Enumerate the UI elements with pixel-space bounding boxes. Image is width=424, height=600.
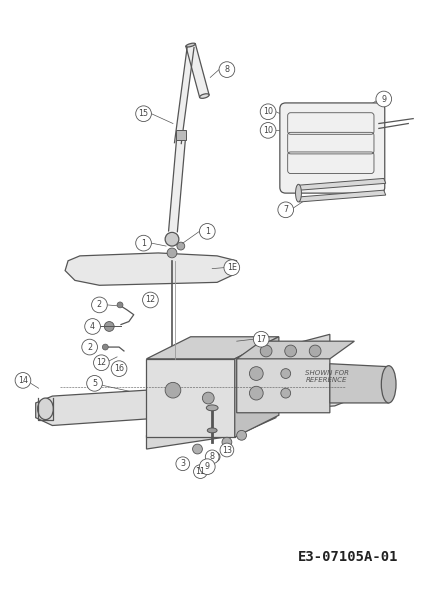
Circle shape xyxy=(249,367,263,380)
Text: 4: 4 xyxy=(90,322,95,331)
Polygon shape xyxy=(169,141,185,232)
Circle shape xyxy=(15,373,31,388)
Circle shape xyxy=(220,443,234,457)
Polygon shape xyxy=(235,337,279,437)
Circle shape xyxy=(260,122,276,138)
Text: 12: 12 xyxy=(145,295,156,304)
Circle shape xyxy=(309,345,321,357)
Text: 16: 16 xyxy=(114,364,124,373)
Circle shape xyxy=(194,465,207,478)
Polygon shape xyxy=(147,359,235,437)
Polygon shape xyxy=(147,337,279,359)
Circle shape xyxy=(222,437,232,447)
Circle shape xyxy=(104,322,114,331)
Polygon shape xyxy=(298,190,386,202)
Circle shape xyxy=(205,450,219,464)
Text: 2: 2 xyxy=(97,301,102,310)
Text: 9: 9 xyxy=(205,462,210,471)
Text: 3: 3 xyxy=(180,459,185,468)
Text: 8: 8 xyxy=(210,452,215,461)
Circle shape xyxy=(102,344,108,350)
Circle shape xyxy=(260,104,276,119)
Text: 1E: 1E xyxy=(227,263,237,272)
Text: 2: 2 xyxy=(87,343,92,352)
Circle shape xyxy=(224,260,240,275)
Polygon shape xyxy=(174,47,194,143)
Circle shape xyxy=(237,430,246,440)
Polygon shape xyxy=(237,341,354,359)
Circle shape xyxy=(199,224,215,239)
Ellipse shape xyxy=(200,94,209,98)
Circle shape xyxy=(219,62,235,77)
Circle shape xyxy=(281,388,290,398)
Circle shape xyxy=(176,457,190,470)
Text: 1: 1 xyxy=(141,239,146,248)
Circle shape xyxy=(86,376,102,391)
Circle shape xyxy=(192,444,202,454)
Ellipse shape xyxy=(186,43,195,47)
Circle shape xyxy=(254,331,269,347)
Circle shape xyxy=(260,345,272,357)
Text: 15: 15 xyxy=(139,109,149,118)
Circle shape xyxy=(142,292,158,308)
Text: 14: 14 xyxy=(18,376,28,385)
Polygon shape xyxy=(176,130,186,140)
Polygon shape xyxy=(237,334,330,413)
Circle shape xyxy=(85,319,100,334)
Text: 12: 12 xyxy=(96,358,106,367)
Circle shape xyxy=(249,386,263,400)
Polygon shape xyxy=(65,253,237,285)
Text: 17: 17 xyxy=(256,335,266,344)
Text: 9: 9 xyxy=(381,95,386,104)
Text: E3-07105A-01: E3-07105A-01 xyxy=(298,550,398,564)
Text: 8: 8 xyxy=(224,65,229,74)
Polygon shape xyxy=(186,44,209,97)
Circle shape xyxy=(177,242,185,250)
Circle shape xyxy=(92,297,107,313)
Ellipse shape xyxy=(38,398,53,419)
Circle shape xyxy=(199,459,215,475)
Circle shape xyxy=(167,248,177,258)
Circle shape xyxy=(202,392,214,404)
Circle shape xyxy=(210,452,220,462)
Circle shape xyxy=(285,345,296,357)
Ellipse shape xyxy=(206,405,218,411)
Text: 11: 11 xyxy=(195,467,205,476)
Circle shape xyxy=(165,232,179,246)
Circle shape xyxy=(136,235,151,251)
Text: 10: 10 xyxy=(263,126,273,135)
Circle shape xyxy=(94,355,109,371)
Text: 5: 5 xyxy=(92,379,97,388)
Circle shape xyxy=(165,382,181,398)
Circle shape xyxy=(117,302,123,308)
Ellipse shape xyxy=(296,184,301,202)
Polygon shape xyxy=(330,364,389,403)
Ellipse shape xyxy=(207,428,217,433)
Polygon shape xyxy=(147,403,276,449)
Circle shape xyxy=(136,106,151,122)
Text: 13: 13 xyxy=(222,446,232,455)
Polygon shape xyxy=(36,371,384,425)
Text: SHOWN FOR
REFERENCE: SHOWN FOR REFERENCE xyxy=(305,370,349,383)
Ellipse shape xyxy=(381,365,396,403)
Circle shape xyxy=(281,368,290,379)
Circle shape xyxy=(376,91,392,107)
FancyBboxPatch shape xyxy=(280,103,385,193)
Text: 1: 1 xyxy=(205,227,210,236)
Text: 10: 10 xyxy=(263,107,273,116)
Polygon shape xyxy=(298,178,386,190)
Circle shape xyxy=(82,339,98,355)
Circle shape xyxy=(278,202,293,218)
Text: 7: 7 xyxy=(283,205,288,214)
Circle shape xyxy=(111,361,127,376)
